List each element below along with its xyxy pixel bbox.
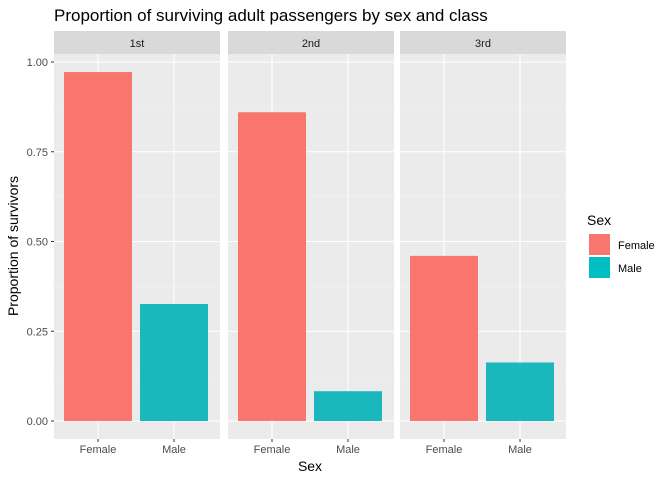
facet-panel-2nd: 2nd Female Male <box>228 31 394 456</box>
y-tick-label: 1.00 <box>27 57 48 69</box>
x-tick-label: Female <box>80 444 117 456</box>
x-tick-label: Female <box>254 444 291 456</box>
legend-label-male: Male <box>618 263 642 275</box>
facet-panel-1st: 1st Female Male <box>54 31 220 456</box>
y-tick-label: 0.25 <box>27 326 48 338</box>
bar-2nd-female <box>238 112 306 421</box>
x-tick-label: Male <box>508 444 532 456</box>
y-tick-label: 0.50 <box>27 237 48 249</box>
bar-1st-male <box>140 303 208 421</box>
y-tick-label: 0.75 <box>27 147 48 159</box>
y-axis-title: Proportion of survivors <box>5 176 21 316</box>
facet-strip <box>54 31 220 54</box>
facet-strip-label: 1st <box>130 38 145 50</box>
bar-3rd-female <box>410 255 478 421</box>
bar-3rd-male <box>486 362 554 421</box>
facet-panel-3rd: 3rd Female Male <box>400 31 566 456</box>
x-tick-label: Female <box>426 444 463 456</box>
facet-strip <box>400 31 566 54</box>
x-tick-label: Male <box>336 444 360 456</box>
facet-strip-label: 3rd <box>475 38 491 50</box>
x-tick-label: Male <box>162 444 186 456</box>
legend-title: Sex <box>587 212 611 228</box>
facet-strip <box>228 31 394 54</box>
facet-strip-label: 2nd <box>302 38 320 50</box>
bar-1st-female <box>64 72 132 421</box>
y-tick-label: 0.00 <box>27 416 48 428</box>
facet-panels: 1st Female Male 2nd Female Male 3rd Female Male <box>54 31 566 456</box>
x-axis-title: Sex <box>298 458 322 474</box>
legend-label-female: Female <box>618 240 655 252</box>
bar-2nd-male <box>314 391 382 421</box>
y-axis: 0.00 0.25 0.50 0.75 1.00 <box>27 57 54 428</box>
legend-key-female <box>589 234 610 255</box>
legend: Sex Female Male <box>587 212 655 278</box>
legend-key-male <box>589 257 610 278</box>
chart-title: Proportion of surviving adult passengers… <box>54 6 488 25</box>
